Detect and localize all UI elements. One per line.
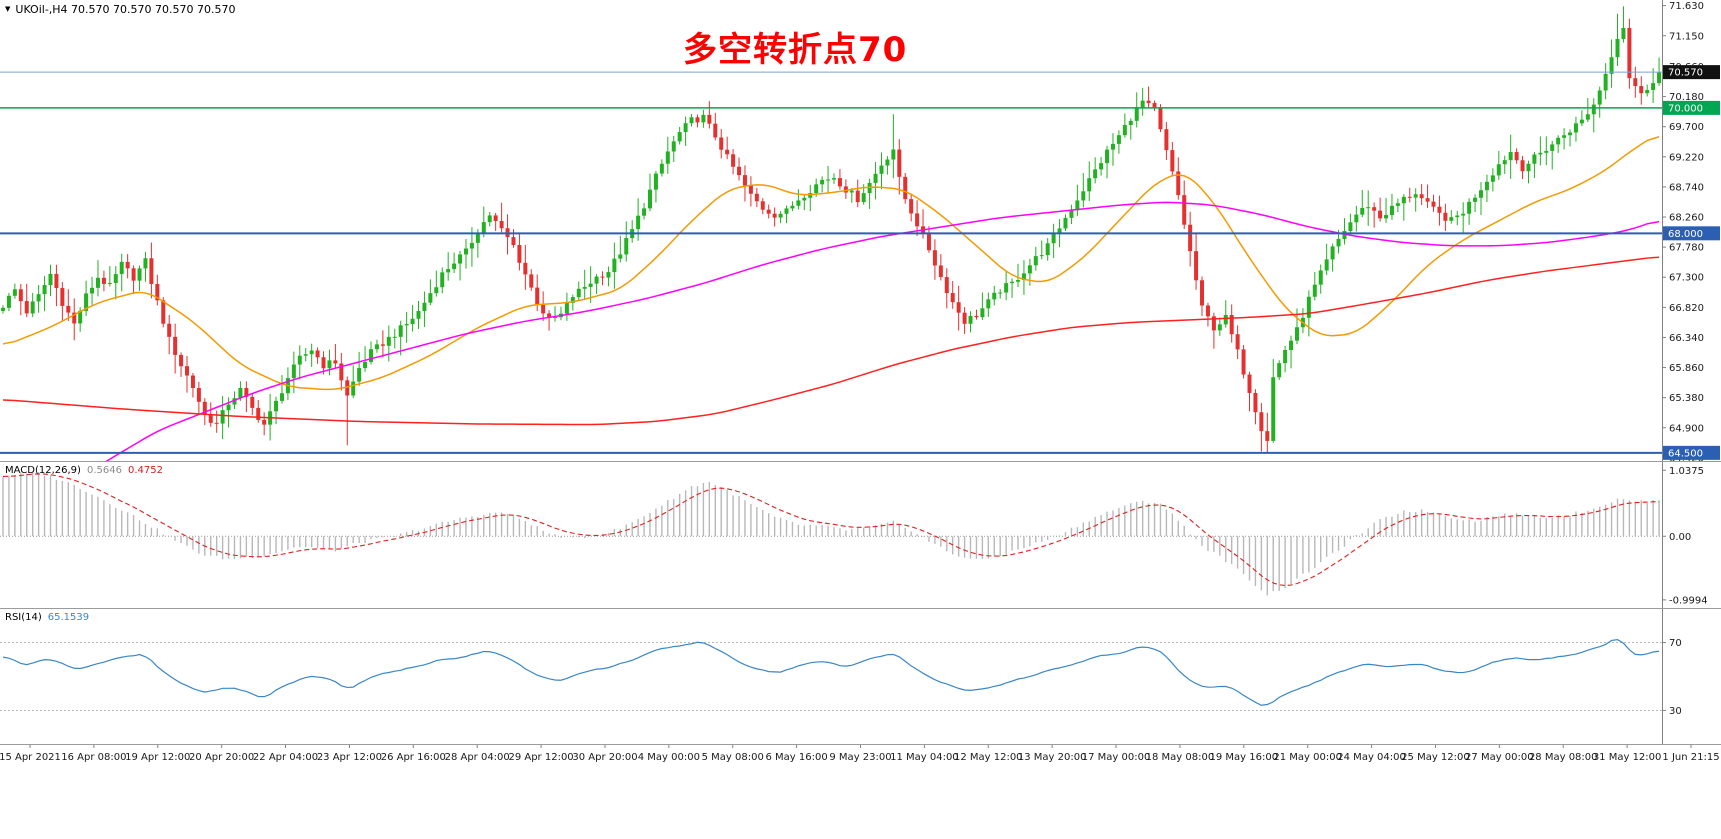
time-axis[interactable]: 15 Apr 2021 16 Apr 08:00 19 Apr 12:00 20 Ap… <box>0 745 1721 771</box>
symbol-ohlc-text: UKOil-,H4 70.570 70.570 70.570 70.570 <box>15 3 236 16</box>
macd-name: MACD(12,26,9) <box>5 465 81 476</box>
macd-main-value: 0.5646 <box>86 465 122 476</box>
time-axis-label: 11 May 04:00 <box>890 752 959 763</box>
ma-mid-magenta <box>105 201 1660 461</box>
rsi-panel: 70 30 RSI(14) 65.1539 <box>0 609 1721 744</box>
rsi-chart-surface[interactable]: 70 30 <box>0 609 1721 744</box>
price-axis-tick: 65.380 <box>1669 393 1704 404</box>
macd-axis-tick: -0.9994 <box>1669 595 1708 606</box>
time-axis-label: 27 May 00:00 <box>1465 752 1534 763</box>
time-axis-label: 4 May 00:00 <box>638 752 700 763</box>
macd-signal-line <box>2 473 1660 587</box>
price-axis-tick: 70.180 <box>1669 92 1704 103</box>
macd-chart-surface[interactable]: 1.0375 0.00 -0.9994 <box>0 462 1721 608</box>
time-axis-label: 6 May 16:00 <box>766 752 828 763</box>
time-axis-label: 23 Apr 12:00 <box>317 752 382 763</box>
macd-label: MACD(12,26,9) 0.5646 0.4752 <box>5 465 163 476</box>
time-axis-label: 16 Apr 08:00 <box>61 752 126 763</box>
price-axis-tick: 67.300 <box>1669 273 1704 284</box>
macd-signal-value: 0.4752 <box>127 465 163 476</box>
time-axis-label: 19 May 16:00 <box>1210 752 1279 763</box>
time-axis-label: 25 May 12:00 <box>1401 752 1470 763</box>
symbol-info: ▼ UKOil-,H4 70.570 70.570 70.570 70.570 <box>5 3 236 16</box>
candles <box>1 6 1662 453</box>
time-axis-label: 5 May 08:00 <box>702 752 764 763</box>
time-axis-label: 9 May 23:00 <box>829 752 891 763</box>
macd-axis-tick: 1.0375 <box>1669 466 1704 477</box>
time-axis-label: 28 Apr 04:00 <box>445 752 510 763</box>
panel-separator[interactable] <box>0 461 1721 462</box>
price-axis-tick: 69.700 <box>1669 122 1704 133</box>
level-64500-badge <box>1663 445 1720 460</box>
price-axis-tick: 69.220 <box>1669 152 1704 163</box>
time-axis-label: 1 Jun 21:15 <box>1662 752 1719 763</box>
rsi-axis-tick: 70 <box>1669 638 1682 649</box>
time-axis-label: 17 May 00:00 <box>1082 752 1151 763</box>
panel-separator[interactable] <box>0 608 1721 609</box>
level-70000-badge-text: 70.000 <box>1668 103 1703 114</box>
macd-panel: 1.0375 0.00 -0.9994 MACD(12,26,9) 0.5646 0… <box>0 462 1721 608</box>
rsi-label: RSI(14) 65.1539 <box>5 612 89 623</box>
bottom-margin <box>0 771 1721 839</box>
time-axis-label: 12 May 12:00 <box>954 752 1023 763</box>
rsi-axis-tick: 30 <box>1669 706 1682 717</box>
chart-annotation-text[interactable]: 多空转折点70 <box>683 30 908 70</box>
symbol-expander-icon[interactable]: ▼ <box>5 5 11 13</box>
level-68000-badge-text: 68.000 <box>1668 229 1703 240</box>
price-chart-surface[interactable]: 71.63071.15070.66070.18069.70069.22068.7… <box>0 0 1721 461</box>
time-axis-label: 20 Apr 20:00 <box>189 752 254 763</box>
rsi-value: 65.1539 <box>47 612 90 623</box>
level-70000-badge <box>1663 100 1720 115</box>
time-axis-label: 29 Apr 12:00 <box>508 752 573 763</box>
time-axis-label: 26 Apr 16:00 <box>381 752 446 763</box>
rsi-line <box>2 639 1660 706</box>
time-axis-label: 31 May 12:00 <box>1593 752 1662 763</box>
time-axis-label: 28 May 08:00 <box>1529 752 1598 763</box>
level-64500-badge-text: 64.500 <box>1668 448 1703 459</box>
time-axis-label: 22 Apr 04:00 <box>253 752 318 763</box>
price-axis-tick: 71.630 <box>1669 1 1704 12</box>
rsi-name: RSI(14) <box>5 612 42 623</box>
time-axis-label: 13 May 20:00 <box>1018 752 1087 763</box>
price-axis-tick: 66.820 <box>1669 303 1704 314</box>
current-price-badge-text: 70.570 <box>1668 68 1703 79</box>
time-axis-label: 30 Apr 20:00 <box>572 752 637 763</box>
price-axis-tick: 68.740 <box>1669 182 1704 193</box>
time-axis-label: 19 Apr 12:00 <box>125 752 190 763</box>
macd-axis-tick: 0.00 <box>1669 532 1691 543</box>
current-price-badge <box>1663 65 1720 80</box>
price-axis-tick: 68.260 <box>1669 213 1704 224</box>
ma-fast-orange <box>2 136 1660 391</box>
time-axis-label: 24 May 04:00 <box>1337 752 1406 763</box>
macd-histogram <box>2 471 1660 596</box>
time-axis-label: 21 May 00:00 <box>1273 752 1342 763</box>
panel-separator[interactable] <box>0 744 1721 745</box>
level-68000-badge <box>1663 226 1720 241</box>
price-axis-tick: 67.780 <box>1669 243 1704 254</box>
price-axis-tick: 66.340 <box>1669 333 1704 344</box>
price-axis-tick: 65.860 <box>1669 363 1704 374</box>
price-panel: 71.63071.15070.66070.18069.70069.22068.7… <box>0 0 1721 461</box>
price-axis-tick: 64.900 <box>1669 423 1704 434</box>
time-axis-label: 18 May 08:00 <box>1146 752 1215 763</box>
time-axis-label: 15 Apr 2021 <box>0 752 61 763</box>
price-axis-tick: 71.150 <box>1669 31 1704 42</box>
ma-slow-red <box>2 256 1660 426</box>
